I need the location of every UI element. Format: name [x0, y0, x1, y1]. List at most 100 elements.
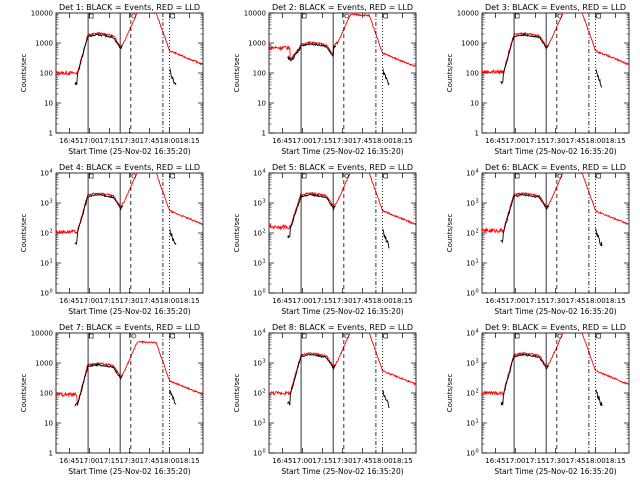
panel-title: Det 3: BLACK = Events, RED = LLD: [485, 3, 626, 12]
detector-panel-2: Det 2: BLACK = Events, RED = LLD Counts/s…: [213, 0, 426, 160]
plot-frame: [481, 172, 630, 294]
series-events-line: [74, 33, 123, 86]
panel-title: Det 5: BLACK = Events, RED = LLD: [272, 163, 413, 172]
x-tick-label: 16:45: [485, 297, 505, 305]
attenuator-marker: [383, 333, 388, 339]
y-tick-label: 1000: [35, 360, 53, 368]
x-tick-label: 18:15: [606, 457, 626, 465]
x-tick-label: 18:00: [372, 137, 392, 145]
attenuator-marker: [557, 13, 563, 19]
attenuator-marker: [344, 333, 350, 339]
x-tick-label: 18:15: [393, 297, 413, 305]
y-tick-label: 1000: [461, 40, 479, 48]
x-tick-label: 17:15: [99, 297, 119, 305]
y-tick-label: 10: [253, 360, 262, 368]
y-tick-label: 10: [253, 420, 262, 428]
x-tick-label: 18:00: [372, 457, 392, 465]
detector-plot-3: Det 3: BLACK = Events, RED = LLD Counts/s…: [446, 3, 630, 156]
x-tick-label: 18:00: [159, 457, 179, 465]
y-tick-exponent: 1: [476, 419, 479, 425]
series-lld-line: [482, 173, 629, 234]
panel-title: Det 8: BLACK = Events, RED = LLD: [272, 323, 413, 332]
x-tick-label: 17:00: [79, 137, 99, 145]
x-tick-label: 18:15: [180, 297, 200, 305]
x-axis-label: Start Time (25-Nov-02 16:35:20): [68, 467, 190, 476]
detector-plot-5: Det 5: BLACK = Events, RED = LLD Counts/s…: [233, 163, 417, 316]
y-tick-label: 10: [466, 330, 475, 338]
series-events-tail: [169, 390, 177, 405]
x-tick-label: 17:30: [332, 137, 352, 145]
x-tick-label: 17:30: [119, 457, 139, 465]
detector-panel-4: Det 4: BLACK = Events, RED = LLD Counts/s…: [0, 160, 213, 320]
y-tick-exponent: 0: [476, 289, 479, 295]
series-lld-line: [482, 333, 629, 396]
series-events-tail: [169, 67, 177, 86]
y-tick-label: 10: [253, 230, 262, 238]
y-tick-exponent: 2: [263, 389, 266, 395]
x-axis-label: Start Time (25-Nov-02 16:35:20): [281, 147, 403, 156]
y-tick-label: 1: [49, 450, 53, 458]
attenuator-marker: [301, 333, 307, 339]
x-tick-label: 18:15: [180, 457, 200, 465]
detector-plot-1: Det 1: BLACK = Events, RED = LLD Counts/s…: [20, 3, 204, 156]
y-axis-label: Counts/sec: [20, 374, 28, 413]
x-tick-label: 18:15: [606, 297, 626, 305]
y-tick-label: 10000: [31, 330, 53, 338]
x-tick-label: 18:00: [159, 297, 179, 305]
y-tick-exponent: 1: [263, 419, 266, 425]
plot-frame: [268, 12, 417, 134]
y-tick-label: 10: [40, 170, 49, 178]
x-axis-label: Start Time (25-Nov-02 16:35:20): [68, 307, 190, 316]
x-tick-label: 17:00: [505, 297, 525, 305]
y-tick-label: 10: [253, 390, 262, 398]
panel-title: Det 2: BLACK = Events, RED = LLD: [272, 3, 413, 12]
detector-panel-9: Det 9: BLACK = Events, RED = LLD Counts/s…: [426, 320, 639, 480]
x-tick-label: 17:15: [99, 457, 119, 465]
y-axis-label: Counts/sec: [20, 214, 28, 253]
x-tick-label: 16:45: [59, 297, 79, 305]
y-tick-exponent: 3: [263, 199, 266, 205]
attenuator-marker: [170, 333, 175, 339]
y-axis-label: Counts/sec: [446, 54, 454, 93]
x-tick-label: 16:45: [485, 137, 505, 145]
detector-plot-4: Det 4: BLACK = Events, RED = LLD Counts/s…: [20, 163, 204, 316]
y-tick-label: 10: [466, 170, 475, 178]
y-tick-label: 10: [253, 200, 262, 208]
y-tick-exponent: 3: [263, 359, 266, 365]
panel-title: Det 6: BLACK = Events, RED = LLD: [485, 163, 626, 172]
x-tick-label: 18:15: [393, 137, 413, 145]
x-tick-label: 18:00: [585, 457, 605, 465]
y-tick-exponent: 1: [263, 259, 266, 265]
series-events-tail: [382, 68, 390, 86]
detector-panel-7: Det 7: BLACK = Events, RED = LLD Counts/s…: [0, 320, 213, 480]
x-tick-label: 18:00: [372, 297, 392, 305]
series-lld-line: [482, 13, 629, 75]
detector-panel-3: Det 3: BLACK = Events, RED = LLD Counts/s…: [426, 0, 639, 160]
y-tick-exponent: 4: [263, 329, 266, 335]
attenuator-marker: [131, 333, 137, 339]
x-tick-label: 17:00: [505, 457, 525, 465]
detector-panel-6: Det 6: BLACK = Events, RED = LLD Counts/s…: [426, 160, 639, 320]
y-tick-label: 10: [466, 230, 475, 238]
attenuator-marker: [344, 13, 350, 19]
panel-title: Det 9: BLACK = Events, RED = LLD: [485, 323, 626, 332]
series-events-line: [74, 362, 124, 407]
series-events-line: [74, 193, 124, 246]
x-tick-label: 16:45: [272, 297, 292, 305]
y-tick-label: 100: [40, 70, 53, 78]
y-tick-exponent: 1: [476, 259, 479, 265]
attenuator-marker: [131, 13, 137, 19]
y-tick-label: 10: [253, 290, 262, 298]
y-tick-label: 1000: [248, 40, 266, 48]
x-tick-label: 17:45: [352, 457, 372, 465]
x-tick-label: 17:30: [545, 297, 565, 305]
y-tick-exponent: 0: [263, 449, 266, 455]
attenuator-marker: [301, 173, 307, 179]
x-tick-label: 17:45: [565, 457, 585, 465]
y-tick-exponent: 4: [476, 329, 479, 335]
attenuator-marker: [514, 13, 520, 19]
y-tick-label: 1: [475, 130, 479, 138]
y-tick-label: 10: [40, 260, 49, 268]
x-tick-label: 17:15: [312, 297, 332, 305]
y-tick-label: 10: [253, 170, 262, 178]
